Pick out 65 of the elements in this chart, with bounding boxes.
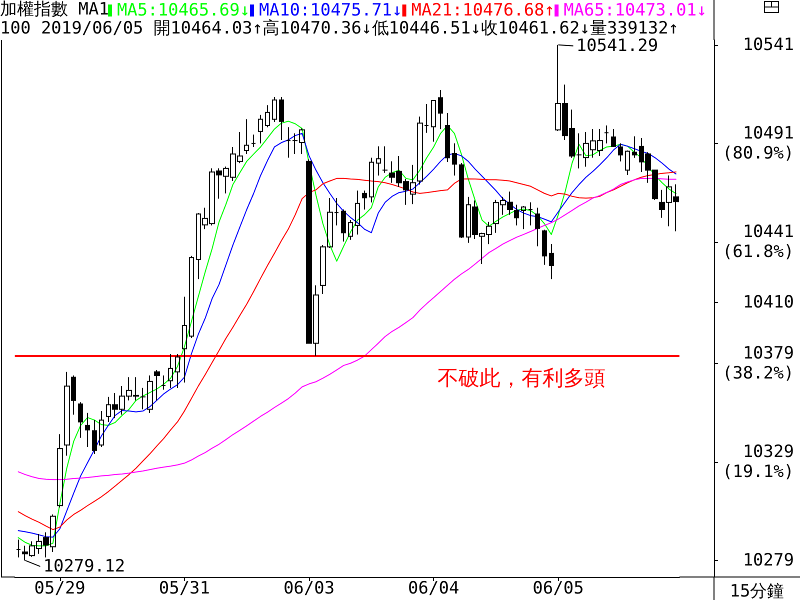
- legend-label: MA65:10473.01↓: [564, 0, 707, 20]
- candlestick: [452, 142, 457, 176]
- text: 10541.29: [576, 36, 658, 56]
- chart-subtitle: 100 2019/06/05 開10464.03↑高10470.36↓低10446.51↓收10461.62↓量339132↑: [0, 18, 679, 38]
- y-tick-label: 10379 (38.2%): [722, 344, 794, 384]
- candlestick: [244, 118, 249, 155]
- candlestick: [16, 539, 21, 558]
- y-tick-label: 10329 (19.1%): [722, 442, 794, 482]
- y-tick-label: 10541: [742, 34, 794, 55]
- candlestick: [168, 354, 173, 388]
- x-tick-label: 06/04: [408, 578, 460, 598]
- candlestick: [528, 202, 533, 226]
- line-series: [18, 178, 676, 480]
- candlestick: [57, 434, 63, 508]
- candlestick: [549, 244, 554, 280]
- x-tick-label: 05/29: [34, 578, 86, 598]
- x-axis-title: 15分鐘: [730, 582, 784, 600]
- candlestick: [175, 354, 180, 388]
- candlestick: [521, 205, 526, 230]
- y-tick-label: 10441 (61.8%): [722, 222, 794, 262]
- chart-title: 加權指數 MA1: [0, 0, 109, 20]
- candlestick: [154, 370, 160, 401]
- candlestick: [182, 296, 187, 384]
- candlestick: [369, 157, 374, 203]
- candlestick: [78, 402, 83, 438]
- candlestick: [542, 229, 547, 266]
- y-tick-label: 10279: [742, 550, 794, 570]
- candlestick: [265, 104, 270, 128]
- candlestick: [348, 220, 353, 240]
- legend-label: MA21:10476.68↑: [411, 0, 555, 20]
- candlestick: [92, 420, 97, 454]
- y-tick-label: 10410: [742, 292, 794, 313]
- x-tick-label: 05/31: [158, 578, 210, 598]
- candlestick: [272, 96, 277, 122]
- candlestick: [279, 96, 284, 140]
- candlestick: [376, 146, 381, 176]
- candlestick: [161, 374, 166, 390]
- candlestick: [431, 100, 436, 142]
- candlestick: [514, 204, 519, 226]
- text: 10279.12: [43, 556, 126, 576]
- candlestick: [459, 162, 464, 239]
- candlestick: [604, 125, 609, 144]
- candlestick: [258, 114, 263, 144]
- x-tick-label: 06/05: [532, 578, 584, 598]
- legend-label: MA10:10475.71↓: [258, 0, 402, 20]
- legend-label: MA5:10465.69↓: [116, 0, 250, 20]
- x-tick-label: 06/03: [283, 578, 335, 598]
- y-tick-label: 10491 (80.9%): [722, 123, 794, 164]
- candlestick: [438, 89, 443, 130]
- candlestick: [286, 126, 291, 158]
- candlestick: [355, 190, 360, 235]
- candlestick: [445, 112, 450, 162]
- candlestick: [611, 128, 616, 148]
- candlestick: [618, 142, 623, 162]
- candlestick: [535, 207, 540, 247]
- candlestick: [189, 255, 194, 338]
- candlestick: [625, 150, 630, 176]
- candlestick: [632, 136, 637, 158]
- candlestick: [341, 208, 346, 242]
- candlestick: [382, 146, 388, 174]
- candlestick: [362, 190, 367, 210]
- candlestick: [251, 134, 256, 148]
- candlestick: [99, 410, 104, 448]
- candlestick: [85, 412, 90, 448]
- ref-line-label: 不破此，有利多頭: [437, 366, 606, 390]
